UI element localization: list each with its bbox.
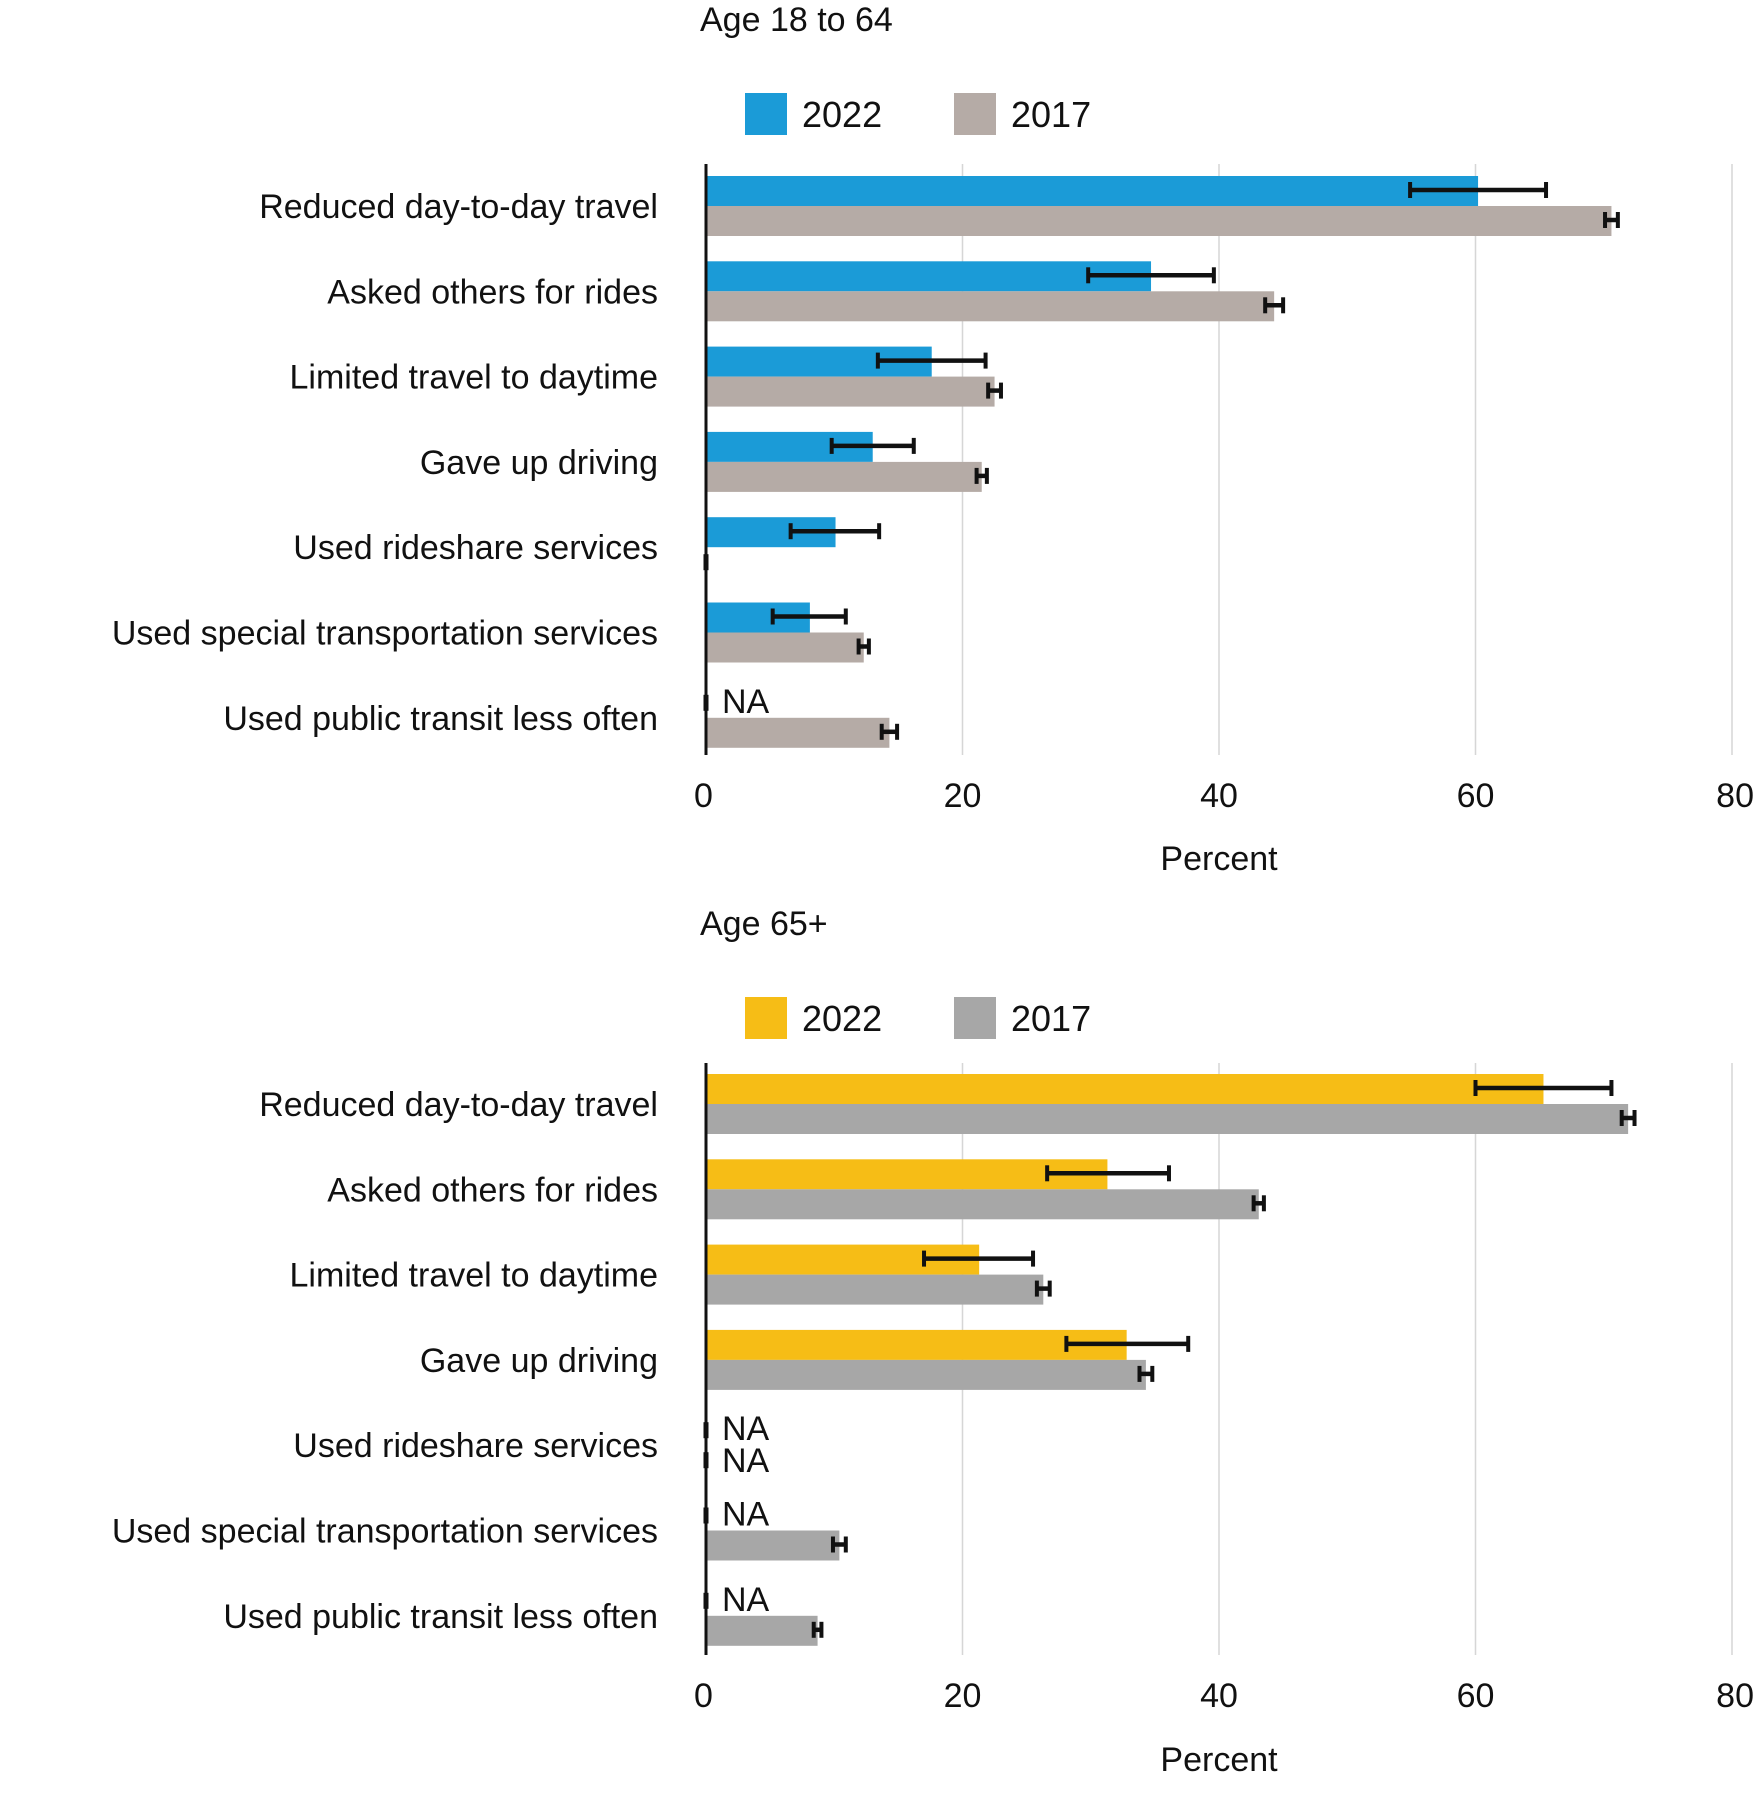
na-label: NA	[722, 1410, 770, 1448]
x-axis-title: Percent	[1160, 840, 1278, 878]
legend-swatch	[745, 997, 787, 1039]
x-tick-label: 20	[944, 777, 982, 815]
category-label: Reduced day-to-day travel	[259, 1086, 658, 1124]
na-label: NA	[722, 1581, 770, 1619]
bar-2017	[706, 206, 1612, 236]
na-label: NA	[722, 683, 770, 721]
category-label: Used special transportation services	[112, 615, 658, 653]
x-tick-label: 0	[694, 1677, 713, 1715]
legend-label: 2017	[1011, 94, 1091, 135]
bar-2022	[706, 176, 1479, 206]
legend-swatch	[954, 997, 996, 1039]
category-label: Used public transit less often	[223, 1598, 658, 1636]
category-label: Used rideshare services	[293, 1427, 658, 1465]
category-label: Used public transit less often	[223, 700, 658, 738]
bar-2017	[706, 1359, 1146, 1390]
bar-2022	[706, 1329, 1127, 1360]
bar-2017	[706, 461, 982, 492]
na-label: NA	[722, 1496, 770, 1534]
category-label: Limited travel to daytime	[290, 1257, 659, 1295]
bar-2017	[706, 717, 890, 748]
panel-title: Age 65+	[700, 905, 828, 943]
bar-2022	[706, 261, 1152, 292]
bar-2022	[706, 1159, 1108, 1190]
category-label: Gave up driving	[420, 444, 658, 482]
bar-2017	[706, 1530, 840, 1561]
na-label: NA	[722, 1442, 770, 1480]
x-tick-label: 0	[694, 777, 713, 815]
x-tick-label: 20	[944, 1677, 982, 1715]
x-tick-label: 80	[1716, 1677, 1754, 1715]
category-label: Gave up driving	[420, 1342, 658, 1380]
bar-2017	[706, 632, 864, 663]
category-label: Asked others for rides	[327, 1171, 658, 1209]
bar-2017	[706, 1615, 818, 1646]
x-tick-label: 80	[1716, 777, 1754, 815]
category-label: Used special transportation services	[112, 1513, 658, 1551]
x-tick-label: 60	[1457, 1677, 1495, 1715]
bar-2017	[706, 291, 1275, 322]
bar-2017	[706, 1104, 1629, 1134]
legend-label: 2022	[802, 94, 882, 135]
x-tick-label: 60	[1457, 777, 1495, 815]
legend-swatch	[954, 93, 996, 135]
x-tick-label: 40	[1200, 1677, 1238, 1715]
x-axis-title: Percent	[1160, 1741, 1278, 1779]
bar-2017	[706, 1274, 1044, 1305]
panel-title: Age 18 to 64	[700, 1, 893, 39]
category-label: Used rideshare services	[293, 529, 658, 567]
bar-2022	[706, 1074, 1544, 1104]
category-label: Reduced day-to-day travel	[259, 188, 658, 226]
bar-2017	[706, 376, 995, 407]
x-tick-label: 40	[1200, 777, 1238, 815]
legend-label: 2022	[802, 998, 882, 1039]
legend-label: 2017	[1011, 998, 1091, 1039]
bar-2017	[706, 1189, 1259, 1220]
legend-swatch	[745, 93, 787, 135]
category-label: Limited travel to daytime	[290, 359, 659, 397]
category-label: Asked others for rides	[327, 273, 658, 311]
